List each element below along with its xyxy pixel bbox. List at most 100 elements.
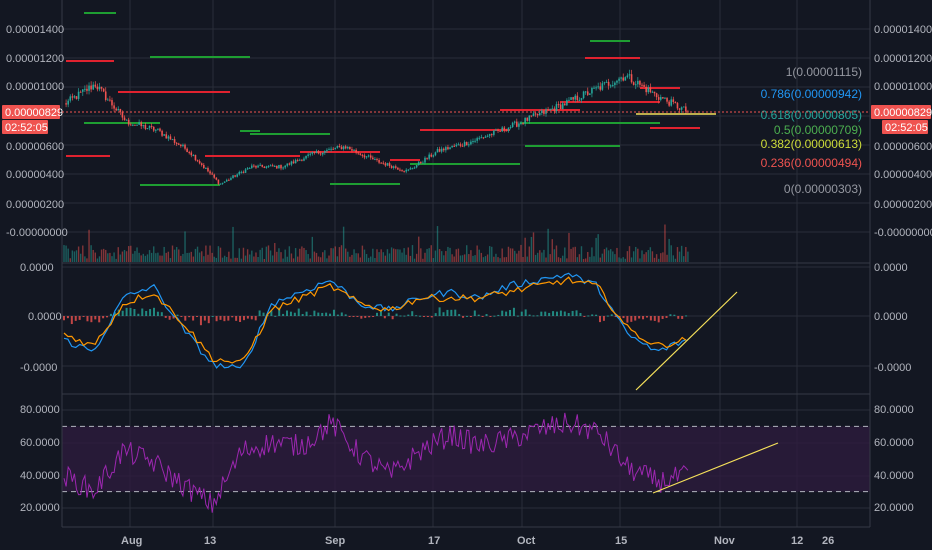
candle-body: [678, 108, 681, 110]
candle-body: [380, 162, 382, 164]
macd-hist-bar: [211, 315, 214, 317]
candle-body: [73, 96, 76, 98]
macd-hist-bar: [579, 313, 582, 316]
macd-hist-bar: [649, 316, 652, 321]
volume-bar: [589, 256, 591, 262]
volume-bar: [328, 255, 330, 262]
volume-bar: [572, 247, 574, 262]
volume-bar: [576, 257, 579, 262]
candle-body: [282, 167, 284, 169]
volume-bar: [639, 258, 641, 262]
candle-body: [225, 179, 228, 182]
rsi-tick-label: 40.0000: [20, 470, 60, 482]
fibonacci-lines: 1(0.00001115) 0.786(0.00000942) 0.618(0.00…: [636, 65, 862, 196]
price-tick-label: 0.00000400: [874, 169, 932, 181]
candle-body: [578, 99, 581, 101]
candle-body: [628, 74, 631, 76]
candle-body: [630, 74, 633, 83]
candle-body: [499, 130, 501, 132]
volume-bar: [680, 245, 683, 262]
candle-body: [248, 167, 251, 169]
macd-hist-bar: [434, 313, 437, 316]
candle-body: [94, 84, 97, 87]
time-tick-label: Oct: [517, 535, 536, 547]
candle-body: [649, 87, 652, 93]
volume-bar: [670, 245, 672, 262]
candle-body: [142, 124, 145, 127]
candle-body: [620, 77, 622, 79]
candle-body: [290, 161, 293, 165]
volume-bar: [616, 247, 618, 262]
volume-bar: [587, 251, 589, 262]
candle-body: [432, 155, 435, 157]
volume-bar: [505, 257, 508, 262]
candle-body: [165, 134, 168, 139]
volume-bar: [622, 257, 624, 262]
volume-bar: [518, 250, 520, 262]
volume-bar: [632, 251, 635, 262]
candle-body: [409, 168, 412, 170]
volume-bar: [242, 247, 245, 262]
volume-bar: [230, 258, 232, 262]
volume-bar: [666, 254, 668, 262]
candle-body: [641, 84, 643, 86]
volume-bar: [674, 258, 677, 262]
candle-body: [662, 97, 664, 99]
macd-hist-bar: [94, 316, 97, 320]
candle-body: [336, 146, 339, 148]
macd-hist-bar: [332, 309, 335, 316]
volume-bar: [678, 251, 681, 262]
volume-bar: [334, 246, 336, 262]
candle-body: [138, 122, 140, 125]
macd-hist-bar: [610, 314, 613, 316]
time-tick-label: 26: [822, 535, 834, 547]
candle-body: [349, 146, 351, 150]
candle-body: [71, 96, 74, 98]
candle-body: [211, 173, 213, 175]
current-price-label: 0.00000829: [5, 107, 63, 119]
candle-body: [278, 165, 280, 169]
candle-body: [276, 165, 278, 169]
volume-bar: [453, 256, 455, 262]
macd-hist-bar: [313, 310, 316, 316]
macd-hist-bar: [379, 310, 382, 316]
macd-hist-bar: [344, 314, 347, 316]
volume-bar: [330, 248, 332, 262]
candle-body: [319, 153, 322, 155]
candle-body: [123, 117, 126, 121]
volume-bar: [203, 256, 205, 262]
candle-body: [184, 144, 186, 149]
macd-hist-bar: [352, 316, 355, 317]
volume-bar: [73, 251, 76, 262]
candle-body: [599, 86, 602, 90]
rsi-line: [63, 412, 689, 513]
candle-body: [484, 136, 487, 138]
volume-bar: [501, 248, 503, 262]
volume-bar: [409, 255, 412, 262]
macd-hist-bar: [215, 316, 218, 322]
volume-bar: [311, 236, 314, 262]
volume-bar: [422, 258, 424, 262]
candle-body: [611, 85, 614, 87]
rsi-tick-label: 80.0000: [20, 404, 60, 416]
candle-body: [637, 80, 639, 85]
volume-bar: [635, 246, 637, 262]
volume-bar: [372, 248, 374, 262]
macd-hist-bar: [681, 316, 684, 319]
price-tick-label: -0.00000000: [874, 227, 932, 239]
candle-body: [413, 167, 416, 169]
volume-bar: [539, 250, 541, 262]
volume-bar: [474, 255, 476, 262]
candle-body: [257, 165, 259, 168]
volume-bar: [574, 246, 576, 262]
volume-bar: [365, 254, 368, 262]
volume-bar: [109, 252, 111, 262]
candle-body: [372, 157, 374, 160]
volume-bar: [163, 246, 165, 262]
macd-hist-bar: [516, 315, 519, 317]
candle-body: [326, 149, 328, 151]
candle-body: [115, 108, 117, 111]
volume-bar: [536, 252, 539, 262]
volume-bar: [687, 251, 689, 262]
